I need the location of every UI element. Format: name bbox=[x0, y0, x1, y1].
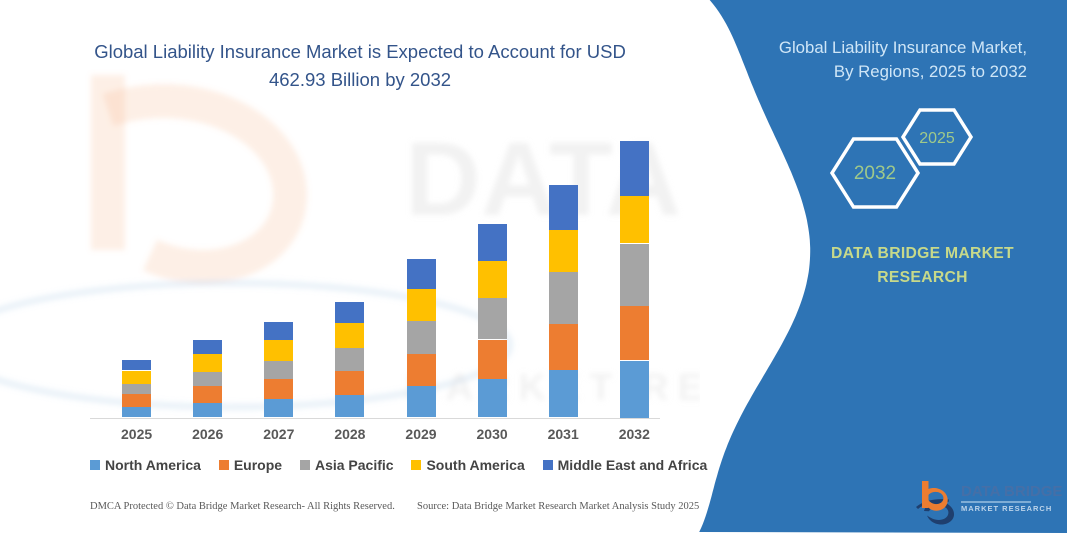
svg-text:MARKET RESEARCH: MARKET RESEARCH bbox=[961, 504, 1052, 513]
svg-text:DATA BRIDGE: DATA BRIDGE bbox=[405, 121, 1067, 238]
svg-text:DATA BRIDGE: DATA BRIDGE bbox=[961, 483, 1062, 500]
